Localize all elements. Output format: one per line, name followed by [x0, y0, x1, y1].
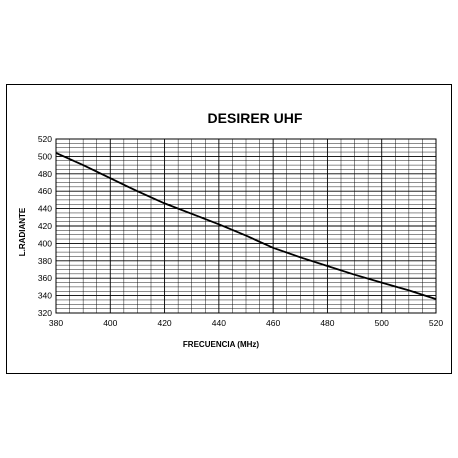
chart-frame: DESIRER UHF 320 340 360 380 400 420 440 460 480 5…	[6, 84, 452, 374]
x-tick-label: 460	[266, 318, 280, 328]
y-tick-label: 380	[38, 256, 52, 266]
y-tick-label: 400	[38, 238, 52, 248]
x-tick-label: 400	[103, 318, 117, 328]
y-tick-label: 460	[38, 186, 52, 196]
x-tick-label: 500	[375, 318, 389, 328]
y-tick-label: 360	[38, 273, 52, 283]
x-axis-label: FRECUENCIA (MHz)	[183, 340, 259, 349]
series-line	[55, 152, 437, 300]
line-chart: DESIRER UHF 320 340 360 380 400 420 440 460 480 5…	[18, 110, 443, 349]
y-tick-label: 420	[38, 221, 52, 231]
plot-border	[55, 138, 437, 314]
chart-title: DESIRER UHF	[208, 110, 303, 126]
x-tick-label: 380	[49, 318, 63, 328]
y-tick-label: 340	[38, 291, 52, 301]
y-tick-label: 520	[38, 134, 52, 144]
y-tick-label: 320	[38, 308, 52, 318]
y-tick-labels: 320 340 360 380 400 420 440 460 480 500 520	[38, 134, 52, 318]
x-tick-label: 480	[320, 318, 334, 328]
x-tick-label: 440	[212, 318, 226, 328]
x-tick-label: 520	[429, 318, 443, 328]
x-tick-label: 420	[157, 318, 171, 328]
y-tick-label: 500	[38, 151, 52, 161]
grid	[55, 138, 437, 314]
y-tick-label: 440	[38, 204, 52, 214]
x-tick-labels: 380 400 420 440 460 480 500 520	[49, 318, 443, 328]
y-tick-label: 480	[38, 169, 52, 179]
y-axis-label: L.RADIANTE	[18, 207, 27, 256]
